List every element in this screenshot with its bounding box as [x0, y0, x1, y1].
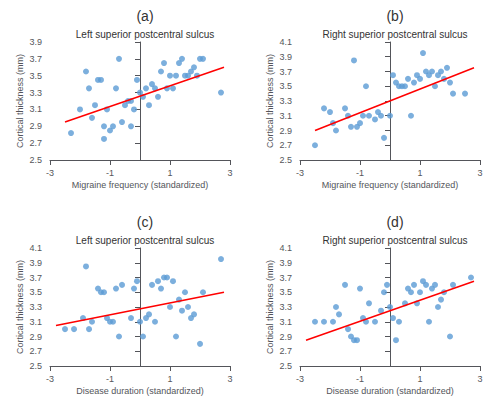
svg-text:2.9: 2.9: [29, 332, 42, 342]
svg-text:Right superior postcentral sul: Right superior postcentral sulcus: [322, 235, 467, 246]
svg-text:3.9: 3.9: [29, 37, 42, 47]
svg-text:3: 3: [227, 374, 232, 384]
svg-text:Right superior postcentral sul: Right superior postcentral sulcus: [322, 29, 467, 40]
svg-text:-1: -1: [356, 374, 364, 384]
svg-text:Migraine frequency (standardiz: Migraine frequency (standardized): [322, 180, 459, 190]
svg-text:Left superior postcentral sulc: Left superior postcentral sulcus: [76, 235, 214, 246]
svg-text:3.5: 3.5: [279, 287, 292, 297]
svg-text:Disease duration (standardized: Disease duration (standardized): [76, 386, 204, 396]
svg-text:3.7: 3.7: [279, 67, 292, 77]
svg-text:3.7: 3.7: [279, 273, 292, 283]
svg-text:-1: -1: [106, 168, 114, 178]
svg-text:3.5: 3.5: [29, 71, 42, 81]
svg-text:2.7: 2.7: [29, 346, 42, 356]
svg-text:3.9: 3.9: [29, 258, 42, 268]
svg-text:Migraine frequency (standardiz: Migraine frequency (standardized): [72, 180, 209, 190]
svg-text:2.5: 2.5: [29, 155, 42, 165]
svg-text:-1: -1: [106, 374, 114, 384]
svg-text:3.3: 3.3: [29, 302, 42, 312]
svg-text:1: 1: [417, 168, 422, 178]
svg-text:3.3: 3.3: [279, 96, 292, 106]
svg-text:3: 3: [227, 168, 232, 178]
svg-text:Cortical thickness (mm): Cortical thickness (mm): [265, 54, 275, 148]
svg-text:3.1: 3.1: [29, 317, 42, 327]
svg-text:3.3: 3.3: [29, 88, 42, 98]
svg-text:3.1: 3.1: [279, 317, 292, 327]
svg-text:Cortical thickness (mm): Cortical thickness (mm): [15, 54, 25, 148]
svg-text:2.7: 2.7: [29, 138, 42, 148]
svg-text:3.9: 3.9: [279, 258, 292, 268]
svg-text:1: 1: [167, 168, 172, 178]
svg-text:(c): (c): [137, 214, 153, 230]
svg-text:3.5: 3.5: [279, 81, 292, 91]
svg-text:-3: -3: [46, 374, 54, 384]
svg-text:3.5: 3.5: [29, 287, 42, 297]
svg-text:4.1: 4.1: [279, 243, 292, 253]
svg-text:(b): (b): [386, 8, 403, 24]
svg-text:2.9: 2.9: [279, 332, 292, 342]
svg-text:2.9: 2.9: [29, 121, 42, 131]
svg-text:1: 1: [167, 374, 172, 384]
svg-text:-3: -3: [296, 374, 304, 384]
svg-text:-3: -3: [46, 168, 54, 178]
svg-text:2.5: 2.5: [279, 155, 292, 165]
svg-text:(d): (d): [386, 214, 403, 230]
svg-text:Cortical thickness (mm): Cortical thickness (mm): [15, 260, 25, 354]
svg-text:2.7: 2.7: [279, 346, 292, 356]
svg-text:(a): (a): [136, 8, 153, 24]
svg-text:-1: -1: [356, 168, 364, 178]
svg-text:4.1: 4.1: [29, 243, 42, 253]
svg-text:-3: -3: [296, 168, 304, 178]
svg-text:Cortical thickness (mm): Cortical thickness (mm): [265, 260, 275, 354]
svg-text:3.7: 3.7: [29, 54, 42, 64]
svg-text:2.5: 2.5: [29, 361, 42, 371]
svg-text:Left superior postcentral sulc: Left superior postcentral sulcus: [76, 29, 214, 40]
svg-text:3.1: 3.1: [279, 111, 292, 121]
svg-text:2.7: 2.7: [279, 140, 292, 150]
svg-text:3: 3: [477, 374, 482, 384]
svg-text:Disease duration (standardized: Disease duration (standardized): [326, 386, 454, 396]
svg-text:4.1: 4.1: [279, 37, 292, 47]
svg-text:3: 3: [477, 168, 482, 178]
svg-text:3.1: 3.1: [29, 104, 42, 114]
svg-text:2.5: 2.5: [279, 361, 292, 371]
svg-text:3.9: 3.9: [279, 52, 292, 62]
svg-text:3.3: 3.3: [279, 302, 292, 312]
svg-text:3.7: 3.7: [29, 273, 42, 283]
svg-text:2.9: 2.9: [279, 126, 292, 136]
svg-text:1: 1: [417, 374, 422, 384]
